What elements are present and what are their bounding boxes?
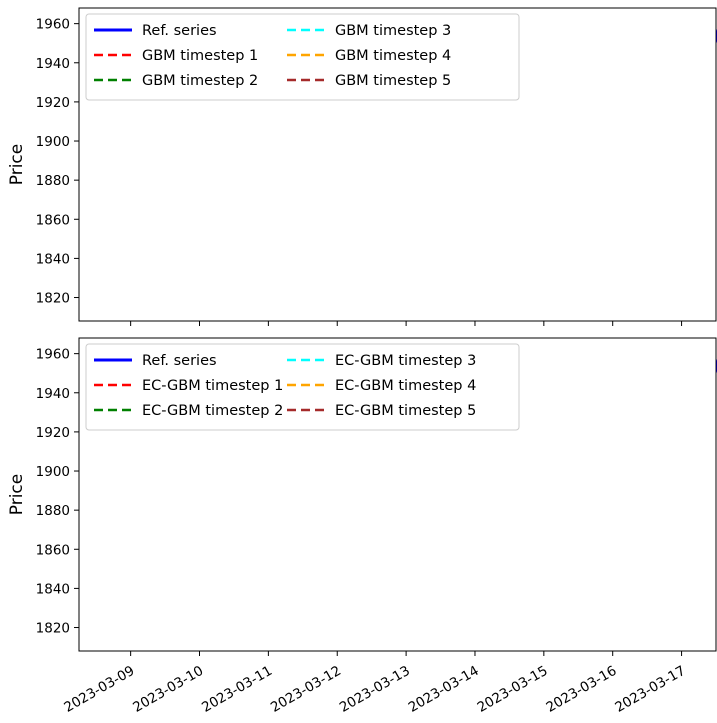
legend-label: EC-GBM timestep 2 bbox=[142, 403, 283, 419]
y-tick-label: 1880 bbox=[36, 503, 70, 519]
legend-label: EC-GBM timestep 1 bbox=[142, 378, 283, 394]
legend-label: GBM timestep 4 bbox=[335, 48, 451, 64]
y-axis-label: Price bbox=[7, 474, 27, 515]
legend-label: GBM timestep 5 bbox=[335, 73, 451, 89]
y-tick-label: 1960 bbox=[36, 347, 70, 363]
y-tick-label: 1860 bbox=[36, 212, 70, 228]
y-tick-label: 1880 bbox=[36, 173, 70, 189]
legend-box bbox=[85, 343, 520, 431]
legend-box bbox=[85, 13, 520, 101]
x-tick-label: 2023-03-10 bbox=[130, 663, 206, 716]
y-axis-label: Price bbox=[7, 144, 27, 185]
x-tick-label: 2023-03-11 bbox=[199, 663, 275, 716]
y-tick-label: 1920 bbox=[36, 425, 70, 441]
y-tick-label: 1820 bbox=[36, 621, 70, 637]
legend-label: Ref. series bbox=[142, 23, 217, 39]
y-tick-label: 1840 bbox=[36, 581, 70, 597]
y-tick-label: 1860 bbox=[36, 542, 70, 558]
y-tick-label: 1820 bbox=[36, 291, 70, 307]
top-chart-panel: 1820 1840 1860 1880 1900 1920 1940 1960 Price Ref… bbox=[7, 7, 717, 326]
legend-label: GBM timestep 1 bbox=[142, 48, 258, 64]
x-tick-label: 2023-03-09 bbox=[61, 663, 137, 716]
y-tick-label: 1940 bbox=[36, 386, 70, 402]
x-tick-label: 2023-03-17 bbox=[612, 663, 688, 716]
x-tick-label: 2023-03-13 bbox=[337, 663, 413, 716]
x-tick-label: 2023-03-16 bbox=[543, 663, 619, 716]
x-tick-label: 2023-03-15 bbox=[475, 663, 551, 716]
legend: Ref. series GBM timestep 1 GBM timestep 2 G… bbox=[85, 13, 520, 101]
legend-label: Ref. series bbox=[142, 353, 217, 369]
y-tick-label: 1920 bbox=[36, 95, 70, 111]
legend-label: GBM timestep 2 bbox=[142, 73, 258, 89]
y-tick-label: 1900 bbox=[36, 464, 70, 480]
legend: Ref. series EC-GBM timestep 1 EC-GBM times… bbox=[85, 343, 520, 431]
y-tick-label: 1840 bbox=[36, 251, 70, 267]
x-tick-label: 2023-03-14 bbox=[406, 663, 482, 716]
legend-label: EC-GBM timestep 3 bbox=[335, 353, 476, 369]
legend-label: EC-GBM timestep 5 bbox=[335, 403, 476, 419]
legend-label: EC-GBM timestep 4 bbox=[335, 378, 476, 394]
bottom-chart-panel: 1820 1840 1860 1880 1900 1920 1940 1960 2023-03-… bbox=[7, 337, 717, 716]
y-tick-label: 1960 bbox=[36, 17, 70, 33]
y-tick-label: 1940 bbox=[36, 56, 70, 72]
y-tick-label: 1900 bbox=[36, 134, 70, 150]
legend-label: GBM timestep 3 bbox=[335, 23, 451, 39]
x-tick-label: 2023-03-12 bbox=[268, 663, 344, 716]
